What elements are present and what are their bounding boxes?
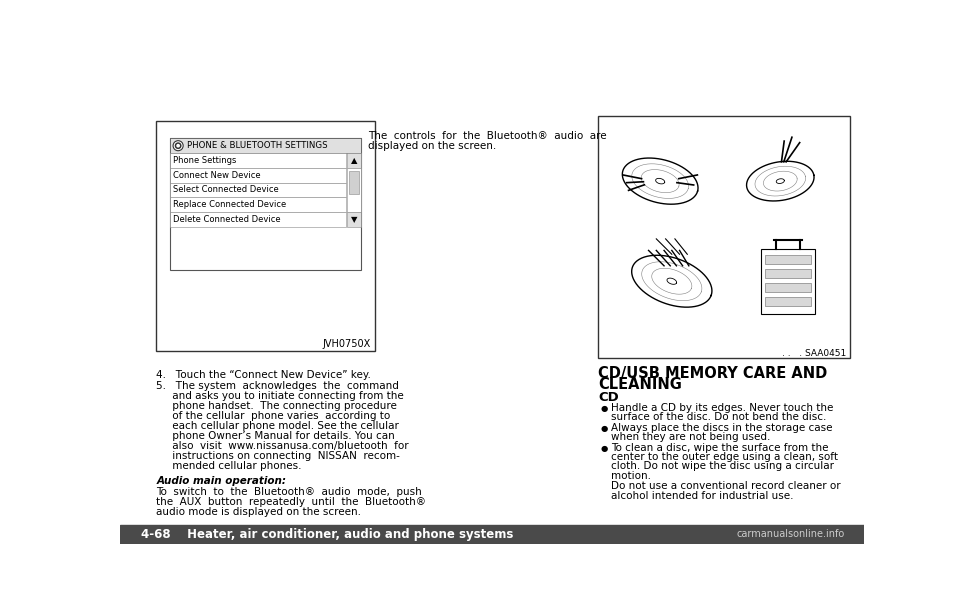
Bar bbox=[765, 255, 811, 265]
Text: carmanualsonline.info: carmanualsonline.info bbox=[736, 529, 845, 539]
Bar bbox=[765, 296, 811, 306]
Text: the  AUX  button  repeatedly  until  the  Bluetooth®: the AUX button repeatedly until the Blue… bbox=[156, 497, 426, 507]
Text: Replace Connected Device: Replace Connected Device bbox=[174, 200, 287, 209]
Text: phone handset.  The connecting procedure: phone handset. The connecting procedure bbox=[156, 401, 397, 411]
Text: each cellular phone model. See the cellular: each cellular phone model. See the cellu… bbox=[156, 422, 399, 431]
Circle shape bbox=[173, 141, 183, 151]
Text: center to the outer edge using a clean, soft: center to the outer edge using a clean, … bbox=[611, 452, 837, 462]
Text: To  switch  to  the  Bluetooth®  audio  mode,  push: To switch to the Bluetooth® audio mode, … bbox=[156, 487, 422, 497]
Text: 5.   The system  acknowledges  the  command: 5. The system acknowledges the command bbox=[156, 381, 399, 391]
Text: ●: ● bbox=[601, 444, 608, 453]
Text: phone Owner’s Manual for details. You can: phone Owner’s Manual for details. You ca… bbox=[156, 431, 396, 441]
Text: Handle a CD by its edges. Never touch the: Handle a CD by its edges. Never touch th… bbox=[611, 403, 833, 413]
Text: and asks you to initiate connecting from the: and asks you to initiate connecting from… bbox=[156, 391, 404, 401]
Bar bbox=[598, 115, 850, 358]
Bar bbox=[348, 171, 359, 194]
Bar bbox=[170, 138, 361, 153]
Text: The  controls  for  the  Bluetooth®  audio  are: The controls for the Bluetooth® audio ar… bbox=[368, 131, 607, 141]
Bar bbox=[348, 212, 361, 227]
Text: mended cellular phones.: mended cellular phones. bbox=[156, 461, 302, 472]
Text: ▼: ▼ bbox=[350, 214, 357, 224]
Text: ●: ● bbox=[601, 423, 608, 433]
Bar bbox=[170, 153, 347, 168]
Text: Select Connected Device: Select Connected Device bbox=[174, 186, 279, 194]
Text: Always place the discs in the storage case: Always place the discs in the storage ca… bbox=[611, 423, 832, 433]
Text: JVH0750X: JVH0750X bbox=[322, 339, 371, 349]
Text: CD/USB MEMORY CARE AND: CD/USB MEMORY CARE AND bbox=[598, 366, 828, 381]
Text: . .   . SAA0451: . . . SAA0451 bbox=[782, 349, 846, 358]
Bar bbox=[170, 197, 347, 212]
Bar bbox=[348, 168, 361, 212]
Text: Connect New Device: Connect New Device bbox=[174, 171, 261, 180]
Text: instructions on connecting  NISSAN  recom-: instructions on connecting NISSAN recom- bbox=[156, 452, 400, 461]
Text: To clean a disc, wipe the surface from the: To clean a disc, wipe the surface from t… bbox=[611, 443, 828, 453]
Text: ▲: ▲ bbox=[350, 156, 357, 165]
Text: Delete Connected Device: Delete Connected Device bbox=[174, 214, 281, 224]
Circle shape bbox=[176, 143, 180, 148]
Text: when they are not being used.: when they are not being used. bbox=[611, 432, 770, 442]
Text: Do not use a conventional record cleaner or: Do not use a conventional record cleaner… bbox=[611, 481, 840, 491]
Text: CD: CD bbox=[598, 391, 619, 404]
Bar bbox=[170, 138, 361, 271]
Bar bbox=[120, 524, 864, 544]
Bar bbox=[765, 283, 811, 292]
Text: displayed on the screen.: displayed on the screen. bbox=[368, 141, 496, 151]
Bar bbox=[156, 121, 375, 351]
Text: ●: ● bbox=[601, 404, 608, 412]
Text: 4-68    Heater, air conditioner, audio and phone systems: 4-68 Heater, air conditioner, audio and … bbox=[141, 528, 514, 541]
Text: 4.   Touch the “Connect New Device” key.: 4. Touch the “Connect New Device” key. bbox=[156, 370, 372, 380]
Text: of the cellular  phone varies  according to: of the cellular phone varies according t… bbox=[156, 411, 391, 422]
Text: cloth. Do not wipe the disc using a circular: cloth. Do not wipe the disc using a circ… bbox=[611, 461, 833, 472]
Text: PHONE & BLUETOOTH SETTINGS: PHONE & BLUETOOTH SETTINGS bbox=[187, 141, 328, 150]
Bar bbox=[761, 249, 815, 314]
Bar bbox=[170, 212, 347, 227]
Bar bbox=[170, 183, 347, 197]
Text: audio mode is displayed on the screen.: audio mode is displayed on the screen. bbox=[156, 507, 361, 517]
Bar bbox=[170, 168, 347, 183]
Text: surface of the disc. Do not bend the disc.: surface of the disc. Do not bend the dis… bbox=[611, 412, 826, 422]
Text: also  visit  www.nissanusa.com/bluetooth  for: also visit www.nissanusa.com/bluetooth f… bbox=[156, 441, 409, 452]
Bar bbox=[348, 153, 361, 168]
Text: Audio main operation:: Audio main operation: bbox=[156, 476, 286, 486]
Bar bbox=[765, 269, 811, 278]
Text: CLEANING: CLEANING bbox=[598, 378, 682, 392]
Text: alcohol intended for industrial use.: alcohol intended for industrial use. bbox=[611, 491, 793, 500]
Text: Phone Settings: Phone Settings bbox=[174, 156, 237, 165]
Circle shape bbox=[177, 145, 180, 147]
Text: motion.: motion. bbox=[611, 470, 651, 481]
